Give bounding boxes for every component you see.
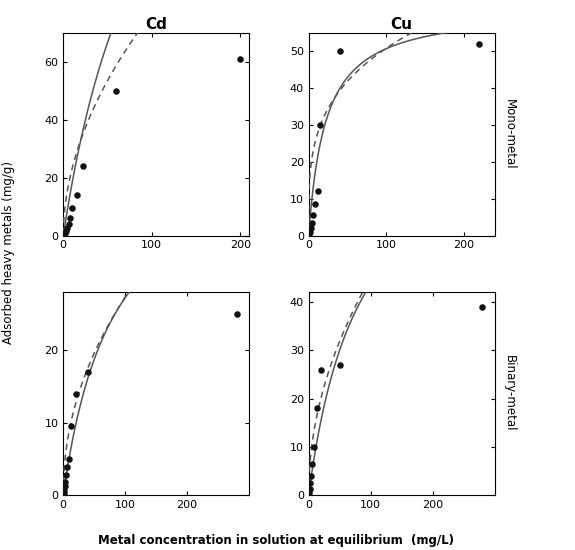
Point <box>474 40 484 48</box>
Point <box>316 365 325 374</box>
Point <box>63 463 72 472</box>
Point <box>307 471 316 480</box>
Point <box>71 389 80 398</box>
Point <box>335 47 344 56</box>
Point <box>64 219 73 228</box>
Point <box>78 162 87 170</box>
Point <box>60 229 70 238</box>
Point <box>316 120 325 129</box>
Point <box>310 200 320 208</box>
Point <box>305 229 314 238</box>
Point <box>67 204 76 212</box>
Title: Cu: Cu <box>390 17 412 32</box>
Point <box>309 442 319 451</box>
Point <box>66 422 75 431</box>
Point <box>64 454 74 463</box>
Point <box>232 310 242 318</box>
Point <box>308 218 317 227</box>
Point <box>335 360 344 369</box>
Point <box>477 302 486 311</box>
Point <box>305 488 314 497</box>
Point <box>236 54 245 63</box>
Point <box>305 228 315 236</box>
Point <box>62 470 71 479</box>
Text: Metal concentration in solution at equilibrium  (mg/L): Metal concentration in solution at equil… <box>98 534 454 547</box>
Point <box>306 224 316 233</box>
Point <box>309 211 318 220</box>
Text: Adsorbed heavy metals (mg/g): Adsorbed heavy metals (mg/g) <box>2 162 15 344</box>
Point <box>72 191 81 200</box>
Point <box>308 459 317 468</box>
Point <box>313 404 322 412</box>
Point <box>66 214 75 223</box>
Point <box>306 478 315 487</box>
Text: Binary-metal: Binary-metal <box>503 355 516 432</box>
Point <box>60 230 69 239</box>
Point <box>60 486 69 494</box>
Point <box>305 485 315 493</box>
Text: Mono-metal: Mono-metal <box>503 99 516 169</box>
Point <box>313 187 323 196</box>
Point <box>112 86 121 95</box>
Point <box>59 488 68 497</box>
Point <box>61 477 70 486</box>
Point <box>83 367 93 376</box>
Title: Cd: Cd <box>145 17 167 32</box>
Point <box>63 224 72 233</box>
Point <box>60 482 70 491</box>
Point <box>62 227 71 236</box>
